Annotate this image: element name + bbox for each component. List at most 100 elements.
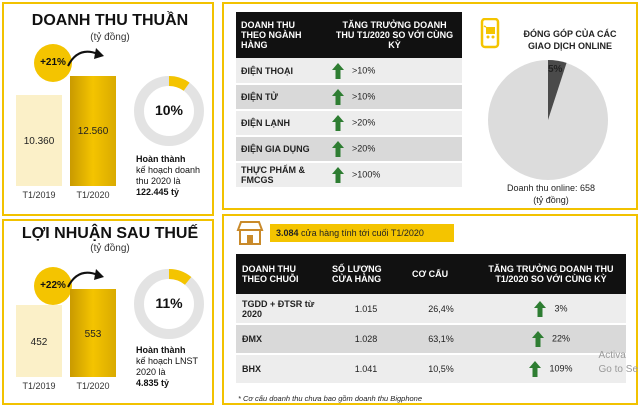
online-share-label: 5% [548, 64, 563, 75]
revenue-completion-note: Hoàn thành kế hoạch doanh thu 2020 là 12… [136, 154, 200, 198]
curved-arrow-icon [67, 48, 104, 67]
category-name: ĐIỆN LẠNH [236, 110, 328, 137]
chain-share: 63,1% [406, 324, 476, 355]
category-growth-value: >20% [352, 143, 376, 154]
online-note-line1: Doanh thu online: 658 [506, 183, 596, 193]
chain-stores: 1.028 [326, 324, 406, 355]
chain-growth: 22% [476, 324, 626, 355]
up-arrow-icon [332, 89, 345, 105]
profit-note-line1: Hoàn thành [136, 345, 186, 355]
profit-bar-2019: 452 [16, 305, 62, 377]
chain-footnote: * Cơ cấu doanh thu chưa bao gồm doanh th… [238, 394, 423, 403]
revenue-growth-badge: +21% [34, 44, 72, 82]
revenue-bar-value-2020: 12.560 [77, 126, 109, 137]
chain-growth: 109% [476, 354, 626, 385]
up-arrow-icon [332, 167, 345, 183]
stores-column-header: SỐ LƯỢNG CỬA HÀNG [326, 254, 406, 294]
chain-stores: 1.041 [326, 354, 406, 385]
category-name: ĐIỆN TỬ [236, 84, 328, 111]
chain-table: DOANH THU THEO CHUỖI SỐ LƯỢNG CỬA HÀNG C… [236, 254, 626, 385]
chain-growth-value: 3% [554, 302, 568, 313]
category-growth-value: >10% [352, 91, 376, 102]
category-growth: >20% [327, 136, 462, 163]
online-share-title: ĐÓNG GÓP CỦA CÁC GIAO DỊCH ONLINE [510, 28, 630, 52]
chain-growth-column-header: TĂNG TRƯỞNG DOANH THU T1/2020 SO VỚI CÙN… [476, 254, 626, 294]
category-growth-value: >10% [352, 64, 376, 75]
profit-title: LỢI NHUẬN SAU THUẾ [21, 225, 199, 242]
revenue-bar-2019: 10.360 [16, 95, 62, 186]
chain-growth-value: 109% [549, 363, 573, 374]
share-column-header: CƠ CẤU [406, 254, 476, 294]
donut-completion-arc [168, 269, 192, 285]
up-arrow-icon [332, 62, 345, 79]
online-note-line2: (tỷ đồng) [533, 195, 569, 205]
table-header-row: DOANH THU THEO CHUỖI SỐ LƯỢNG CỬA HÀNG C… [236, 254, 626, 294]
table-header-row: DOANH THU THEO NGÀNH HÀNG TĂNG TRƯỞNG DO… [236, 12, 462, 58]
category-column-header: DOANH THU THEO NGÀNH HÀNG [236, 12, 328, 58]
chain-panel: 3.084 cửa hàng tính tới cuối T1/2020 DOA… [222, 214, 638, 405]
online-share-pie [488, 60, 608, 180]
category-growth-value: >20% [352, 117, 376, 128]
table-row: BHX 1.041 10,5% 109% [236, 354, 626, 385]
profit-bar-value-2020: 553 [84, 329, 102, 340]
chain-column-header: DOANH THU THEO CHUỖI [236, 254, 326, 294]
revenue-bar-label-2019: T1/2019 [22, 190, 56, 200]
revenue-bar-value-2019: 10.360 [23, 136, 55, 147]
chain-name: ĐMX [236, 324, 326, 355]
profit-note-line2: kế hoạch LNST [136, 356, 199, 366]
table-row: ĐIỆN TỬ >10% [236, 84, 462, 111]
store-count: 3.084 [276, 228, 299, 238]
up-arrow-icon [529, 361, 542, 377]
profit-panel: LỢI NHUẬN SAU THUẾ (tỷ đồng) +22% 452 55… [2, 219, 214, 405]
revenue-completion-pct: 10% [154, 102, 184, 118]
watermark-line1: Activa [598, 350, 626, 361]
category-growth: >10% [327, 84, 462, 111]
donut-completion-arc [168, 76, 190, 91]
revenue-note-line3: thu 2020 là [136, 176, 181, 186]
table-row: TGDD + ĐTSR từ 2020 1.015 26,4% 3% [236, 294, 626, 325]
revenue-note-line1: Hoàn thành [136, 154, 186, 164]
growth-column-header: TĂNG TRƯỞNG DOANH THU T1/2020 SO VỚI CÙN… [327, 12, 462, 58]
revenue-bar-label-2020: T1/2020 [76, 190, 110, 200]
table-row: THỰC PHẨM & FMCGS >100% [236, 162, 462, 189]
profit-note-line3: 2020 là [136, 367, 166, 377]
profit-growth-badge: +22% [34, 267, 72, 305]
profit-completion-pct: 11% [155, 295, 183, 311]
up-arrow-icon [332, 141, 345, 157]
revenue-note-line2: kế hoạch doanh [136, 165, 201, 175]
activation-watermark: Activa Go to Se [599, 349, 638, 377]
profit-completion-donut: 11% [132, 267, 206, 341]
revenue-panel: DOANH THU THUẦN (tỷ đồng) +21% 10.360 12… [2, 2, 214, 216]
category-growth-value: >100% [352, 169, 381, 180]
up-arrow-icon [534, 300, 547, 317]
online-title-line1: ĐÓNG GÓP CỦA CÁC [523, 29, 617, 39]
store-count-banner: 3.084 cửa hàng tính tới cuối T1/2020 [270, 224, 454, 242]
up-arrow-icon [332, 115, 345, 131]
profit-bar-2020: 553 [70, 289, 116, 377]
profit-completion-note: Hoàn thành kế hoạch LNST 2020 là 4.835 t… [136, 345, 198, 389]
chain-share: 26,4% [406, 294, 476, 325]
category-growth: >10% [327, 58, 462, 85]
category-growth-table: DOANH THU THEO NGÀNH HÀNG TĂNG TRƯỞNG DO… [236, 12, 462, 189]
profit-bar-label-2019: T1/2019 [22, 381, 56, 391]
curved-arrow-icon [67, 269, 104, 288]
smartphone-cart-icon [480, 18, 500, 49]
watermark-line2: Go to Se [598, 364, 638, 375]
table-row: ĐIỆN THOẠI >10% [236, 58, 462, 85]
category-name: THỰC PHẨM & FMCGS [236, 162, 328, 189]
revenue-unit: (tỷ đồng) [90, 32, 130, 43]
revenue-title: DOANH THU THUẦN [31, 12, 189, 29]
store-icon [236, 221, 264, 245]
chain-name: TGDD + ĐTSR từ 2020 [236, 294, 326, 325]
online-title-line2: GIAO DỊCH ONLINE [527, 41, 612, 51]
up-arrow-icon [531, 331, 544, 347]
chain-stores: 1.015 [326, 294, 406, 325]
chain-name: BHX [236, 354, 326, 385]
category-name: ĐIỆN THOẠI [236, 58, 328, 85]
store-count-text: cửa hàng tính tới cuối T1/2020 [301, 228, 424, 238]
profit-bar-label-2020: T1/2020 [76, 381, 110, 391]
table-row: ĐMX 1.028 63,1% 22% [236, 324, 626, 355]
pie-slice-online [548, 60, 567, 120]
category-growth-panel: DOANH THU THEO NGÀNH HÀNG TĂNG TRƯỞNG DO… [222, 2, 638, 210]
category-name: ĐIỆN GIA DỤNG [236, 136, 328, 163]
